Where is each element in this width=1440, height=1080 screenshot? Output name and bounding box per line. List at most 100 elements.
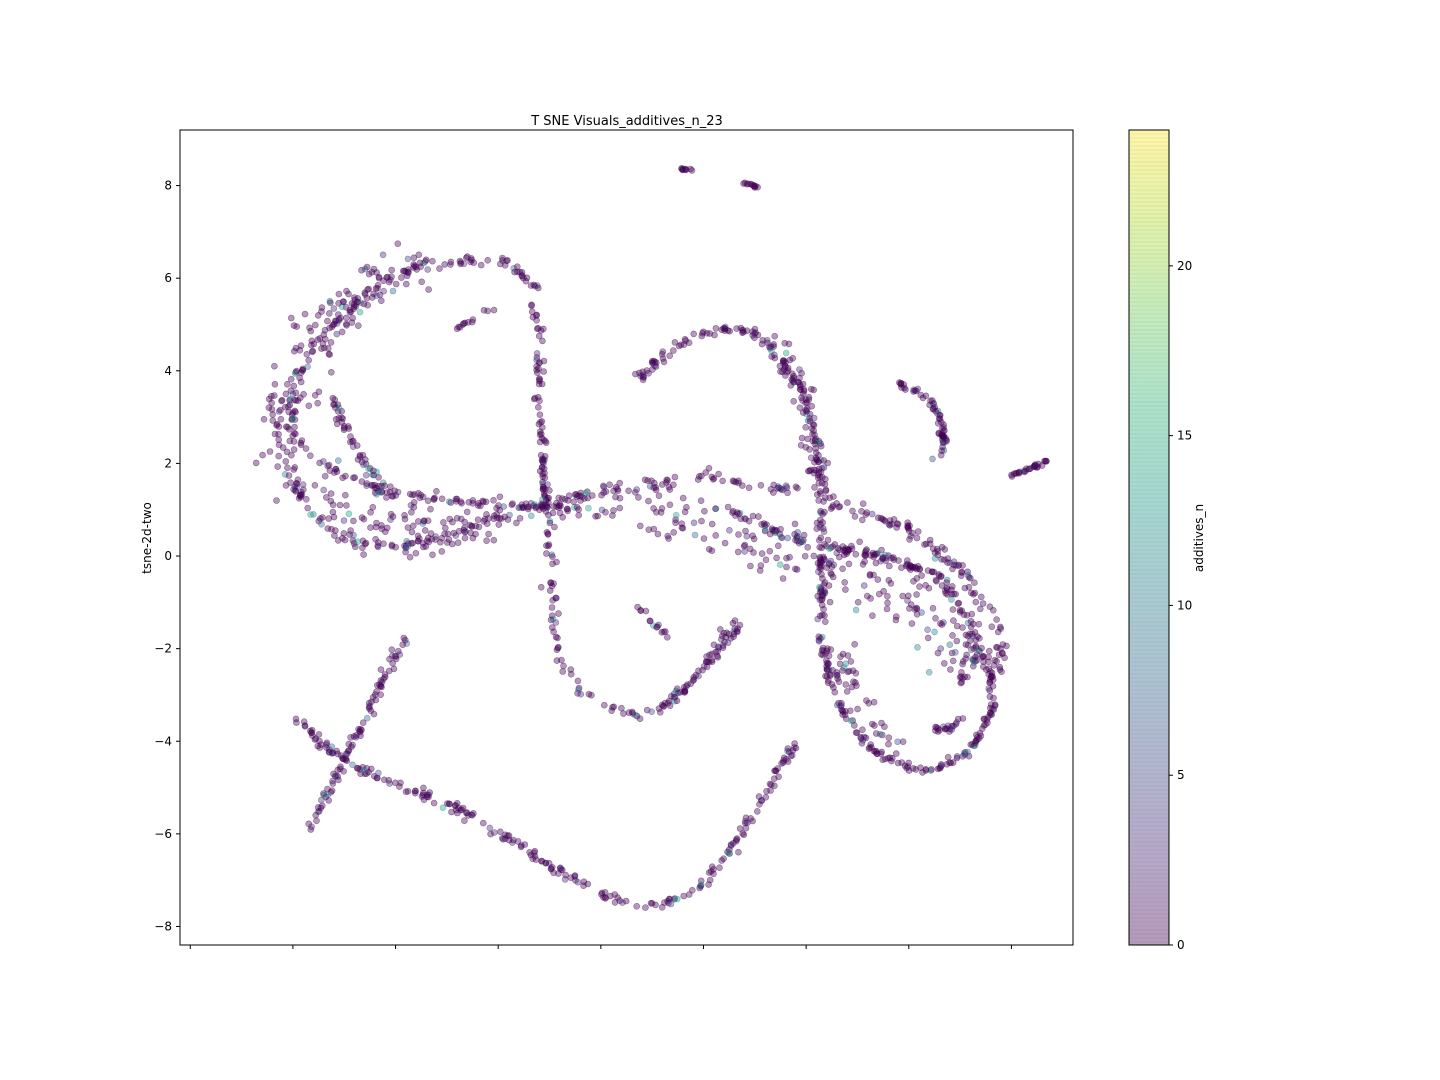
scatter-point bbox=[761, 526, 769, 534]
scatter-point bbox=[539, 337, 546, 345]
scatter-point bbox=[289, 409, 297, 417]
scatter-point bbox=[815, 458, 823, 466]
scatter-point bbox=[810, 414, 818, 422]
scatter-point bbox=[870, 698, 878, 706]
scatter-point bbox=[813, 491, 821, 498]
scatter-point bbox=[842, 715, 850, 723]
scatter-point bbox=[282, 390, 290, 398]
scatter-point bbox=[285, 472, 293, 479]
scatter-point bbox=[573, 503, 581, 511]
scatter-point bbox=[438, 548, 446, 555]
scatter-point bbox=[641, 476, 649, 484]
scatter-point bbox=[558, 656, 565, 664]
scatter-point bbox=[782, 349, 790, 357]
scatter-point bbox=[663, 476, 671, 484]
scatter-point bbox=[340, 517, 348, 524]
scatter-point bbox=[453, 495, 461, 503]
scatter-point bbox=[346, 438, 354, 446]
scatter-point bbox=[670, 529, 678, 536]
scatter-point bbox=[439, 804, 447, 812]
scatter-point bbox=[365, 285, 373, 293]
scatter-point bbox=[938, 555, 945, 563]
scatter-point bbox=[277, 406, 284, 414]
scatter-point bbox=[534, 403, 542, 411]
scatter-point bbox=[656, 708, 664, 716]
scatter-point bbox=[350, 517, 357, 525]
scatter-point bbox=[937, 620, 944, 627]
scatter-point bbox=[851, 513, 859, 520]
scatter-point bbox=[418, 278, 426, 286]
scatter-point bbox=[979, 653, 987, 660]
scatter-point bbox=[329, 508, 337, 516]
scatter-point bbox=[888, 554, 895, 562]
scatter-point bbox=[378, 522, 385, 529]
scatter-point bbox=[852, 550, 860, 558]
scatter-point bbox=[352, 732, 360, 739]
scatter-point bbox=[499, 257, 506, 264]
scatter-point bbox=[340, 298, 347, 306]
scatter-point bbox=[969, 656, 977, 664]
scatter-point bbox=[537, 583, 545, 591]
scatter-point bbox=[893, 520, 901, 527]
scatter-point bbox=[824, 536, 832, 544]
scatter-point bbox=[311, 736, 319, 743]
scatter-point bbox=[944, 555, 952, 562]
scatter-point bbox=[816, 612, 824, 620]
scatter-point bbox=[363, 714, 371, 722]
scatter-point bbox=[538, 424, 546, 431]
scatter-point bbox=[312, 811, 320, 819]
scatter-point bbox=[546, 487, 553, 494]
scatter-point bbox=[457, 515, 465, 523]
scatter-point bbox=[560, 662, 567, 670]
scatter-point bbox=[713, 652, 721, 660]
scatter-point bbox=[695, 473, 703, 480]
y-tick-label: −8 bbox=[154, 919, 172, 933]
scatter-point bbox=[720, 855, 727, 863]
scatter-point bbox=[485, 530, 492, 538]
scatter-point bbox=[768, 353, 776, 360]
scatter-point bbox=[886, 754, 894, 762]
scatter-point bbox=[275, 436, 283, 444]
scatter-point bbox=[730, 630, 738, 638]
scatter-point bbox=[367, 707, 375, 715]
scatter-point bbox=[962, 631, 970, 639]
scatter-point bbox=[265, 395, 273, 403]
scatter-point bbox=[996, 666, 1004, 673]
scatter-point bbox=[828, 681, 836, 688]
scatter-point bbox=[844, 548, 852, 555]
scatter-point bbox=[905, 564, 913, 572]
scatter-point bbox=[784, 489, 791, 497]
scatter-point bbox=[937, 760, 945, 768]
scatter-point bbox=[690, 330, 698, 338]
scatter-point bbox=[658, 505, 666, 512]
scatter-point bbox=[768, 525, 776, 533]
scatter-point bbox=[956, 606, 964, 614]
scatter-point bbox=[916, 583, 923, 590]
scatter-point bbox=[991, 701, 999, 709]
scatter-point bbox=[863, 546, 870, 553]
scatter-point bbox=[731, 617, 739, 624]
scatter-point bbox=[690, 673, 698, 681]
scatter-point bbox=[287, 387, 295, 395]
scatter-point bbox=[268, 399, 276, 407]
scatter-point bbox=[540, 357, 548, 365]
scatter-point bbox=[324, 791, 332, 799]
scatter-point bbox=[645, 497, 652, 505]
scatter-point bbox=[681, 688, 689, 696]
scatter-point bbox=[650, 525, 658, 533]
scatter-point bbox=[817, 507, 824, 515]
scatter-point bbox=[648, 708, 656, 716]
scatter-point bbox=[818, 570, 825, 578]
scatter-point bbox=[792, 744, 800, 752]
scatter-point bbox=[314, 804, 322, 811]
scatter-point bbox=[345, 510, 353, 518]
scatter-point bbox=[804, 543, 812, 551]
scatter-point bbox=[953, 622, 961, 630]
scatter-point bbox=[791, 520, 799, 528]
scatter-point bbox=[827, 505, 835, 512]
scatter-point bbox=[330, 320, 338, 328]
scatter-point bbox=[842, 681, 850, 688]
scatter-point bbox=[290, 322, 298, 329]
scatter-point bbox=[671, 697, 678, 705]
scatter-point bbox=[993, 643, 1000, 651]
